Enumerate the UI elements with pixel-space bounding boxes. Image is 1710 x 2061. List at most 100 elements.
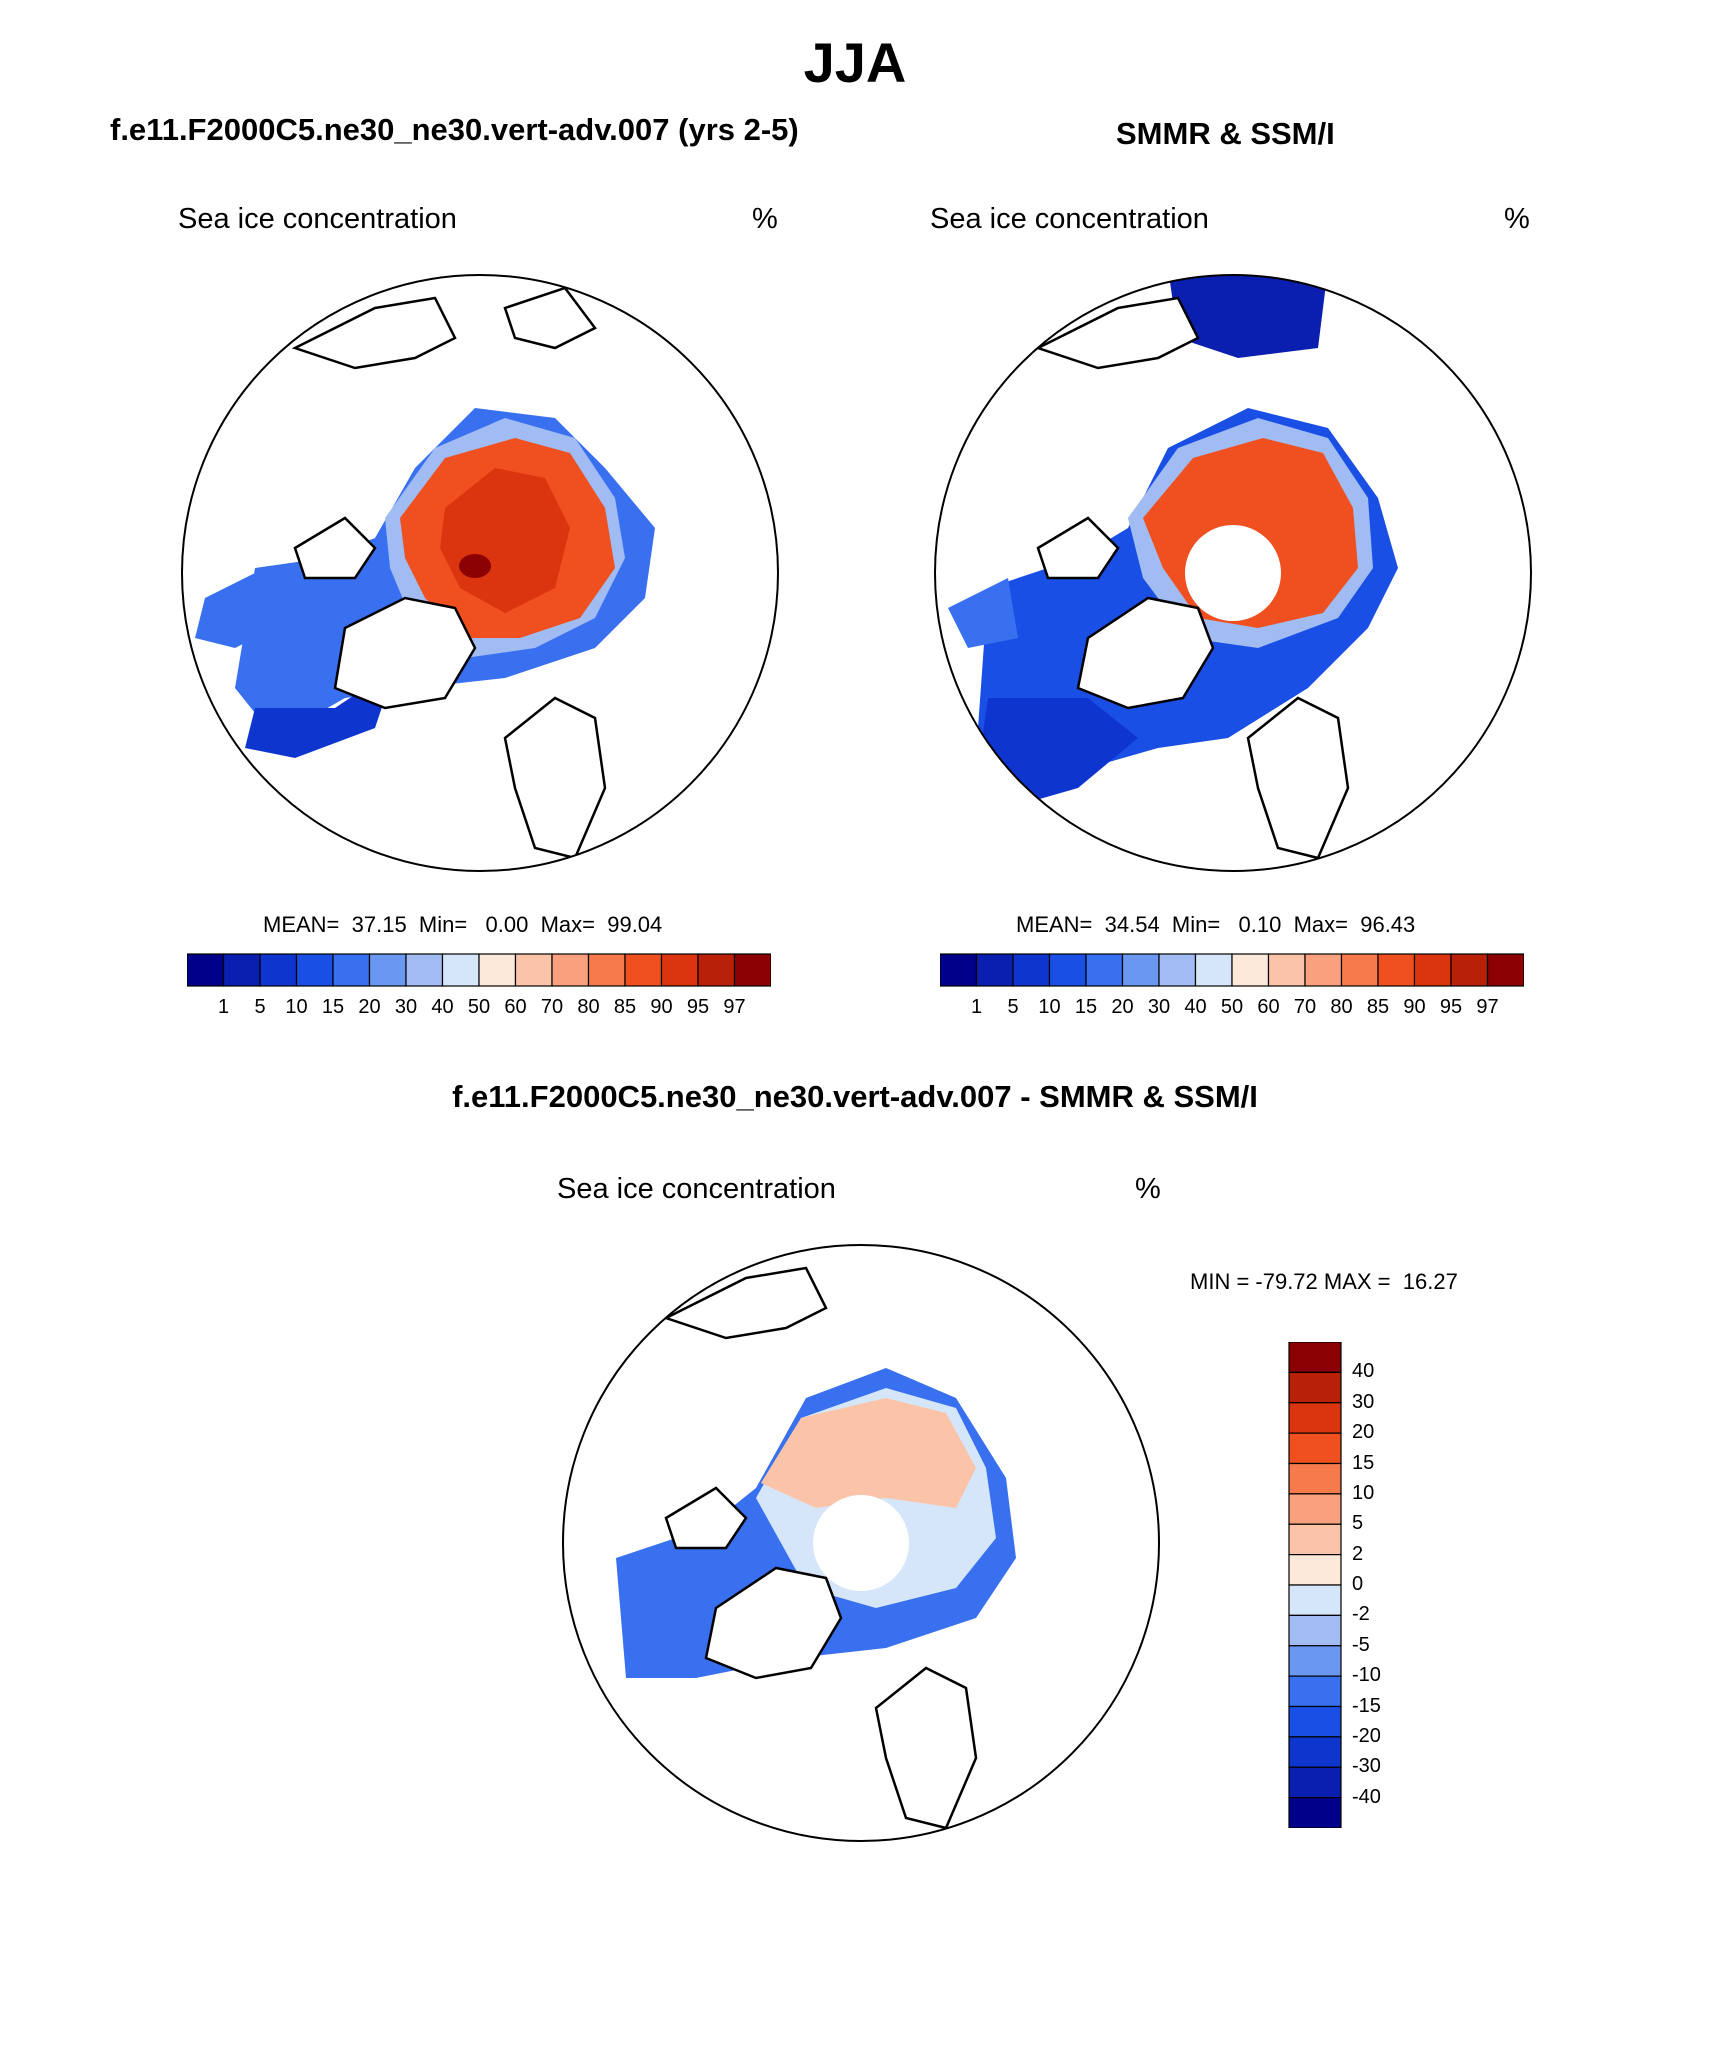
- colorbar-swatch: [1288, 1766, 1342, 1799]
- colorbar-tick-label: 30: [394, 996, 418, 1018]
- panel2-polar-map: [934, 274, 1532, 872]
- colorbar-tick-label: 40: [431, 996, 454, 1018]
- colorbar-swatch: [514, 953, 553, 987]
- colorbar-tick-label: -40: [1352, 1785, 1381, 1808]
- colorbar-swatch: [1048, 953, 1087, 987]
- colorbar-swatch: [1450, 953, 1489, 987]
- diff-contour-pos: [761, 1398, 976, 1508]
- colorbar-tick-label: 50: [1220, 996, 1244, 1018]
- colorbar-swatch: [368, 953, 407, 987]
- landmass-scandinavia: [1246, 696, 1350, 860]
- panel1-units: %: [752, 203, 778, 235]
- colorbar-swatch: [1377, 953, 1416, 987]
- colorbar-swatch: [259, 953, 298, 987]
- landmass-archipelago: [293, 516, 377, 580]
- landmass-archipelago: [1036, 516, 1120, 580]
- ice-contour-atlantic: [195, 568, 275, 648]
- ice-contour-pacific: [1168, 275, 1328, 358]
- colorbar-swatch: [1194, 953, 1233, 987]
- colorbar-swatch: [1304, 953, 1343, 987]
- colorbar-swatch: [1413, 953, 1452, 987]
- panel2-title: SMMR & SSM/I: [1116, 116, 1335, 151]
- panel3-colorbar-ticks: 40 30 20 15 10 5 2 0 -2 -5 -10 -15 -20 -30 -40: [1352, 1342, 1432, 1828]
- colorbar-tick-label: -15: [1352, 1694, 1381, 1717]
- colorbar-tick-label: 85: [613, 996, 637, 1018]
- panel1-variable: Sea ice concentration: [178, 203, 457, 235]
- colorbar-swatch: [660, 953, 699, 987]
- colorbar-swatch: [587, 953, 626, 987]
- colorbar-swatch: [295, 953, 334, 987]
- colorbar-tick-label: 40: [1184, 996, 1207, 1018]
- figure-title: JJA: [803, 31, 907, 94]
- panel1-title: f.e11.F2000C5.ne30_ne30.vert-adv.007 (yr…: [110, 112, 799, 147]
- colorbar-tick-label: 20: [1111, 996, 1134, 1018]
- colorbar-tick-label: 97: [1476, 996, 1499, 1018]
- colorbar-swatch: [405, 953, 444, 987]
- colorbar-swatch: [1340, 953, 1379, 987]
- panel3-variable: Sea ice concentration: [557, 1173, 836, 1205]
- colorbar-swatch: [1288, 1614, 1342, 1647]
- colorbar-swatch: [441, 953, 480, 987]
- colorbar-tick-label: 20: [1352, 1421, 1375, 1444]
- landmass-greenland: [1076, 596, 1215, 710]
- panel2-colorbar-ticks: 1 5 10 15 20 30 40 50 60 70 80 85 90 95 97: [940, 996, 1524, 1024]
- colorbar-tick-label: 20: [358, 996, 381, 1018]
- pole-hole: [1185, 525, 1281, 621]
- colorbar-swatch: [332, 953, 371, 987]
- colorbar-tick-label: 15: [321, 996, 345, 1018]
- colorbar-tick-label: 5: [1007, 996, 1019, 1018]
- landmass-greenland: [333, 596, 477, 710]
- colorbar-tick-label: 95: [686, 996, 710, 1018]
- panel2-units: %: [1504, 203, 1530, 235]
- colorbar-tick-label: -2: [1352, 1603, 1370, 1626]
- colorbar-tick-label: 70: [540, 996, 564, 1018]
- panel1-stats: MEAN= 37.15 Min= 0.00 Max= 99.04: [263, 912, 663, 937]
- colorbar-tick-label: 85: [1366, 996, 1390, 1018]
- colorbar-tick-label: 90: [650, 996, 673, 1018]
- colorbar-swatch: [975, 953, 1014, 987]
- colorbar-tick-label: 10: [285, 996, 308, 1018]
- panel2-variable: Sea ice concentration: [930, 203, 1209, 235]
- colorbar-tick-label: 40: [1352, 1360, 1375, 1383]
- ice-contour-atlantic: [948, 578, 1018, 648]
- panel3-title: f.e11.F2000C5.ne30_ne30.vert-adv.007 - S…: [452, 1079, 1258, 1114]
- colorbar-tick-label: 15: [1352, 1451, 1375, 1474]
- colorbar-tick-label: -20: [1352, 1724, 1381, 1747]
- landmass-siberia: [662, 1266, 828, 1340]
- colorbar-swatch: [1288, 1342, 1342, 1373]
- ice-contour-hudson: [245, 668, 395, 758]
- panel2-colorbar: [940, 953, 1524, 987]
- landmass-siberia: [291, 296, 457, 370]
- colorbar-swatch: [1288, 1736, 1342, 1768]
- colorbar-swatch: [1288, 1402, 1342, 1434]
- colorbar-tick-label: 5: [1352, 1512, 1364, 1535]
- panel2-stats: MEAN= 34.54 Min= 0.10 Max= 96.43: [1016, 912, 1416, 937]
- colorbar-swatch: [1486, 953, 1524, 987]
- colorbar-tick-label: 1: [217, 996, 230, 1018]
- panel1-colorbar-ticks: 1 5 10 15 20 30 40 50 60 70 80 85 90 95 97: [187, 996, 771, 1024]
- panel3-stats: MIN = -79.72 MAX = 16.27: [1190, 1269, 1458, 1294]
- colorbar-swatch: [1288, 1493, 1342, 1525]
- ice-core: [459, 554, 491, 578]
- colorbar-swatch: [624, 953, 663, 987]
- colorbar-swatch: [1288, 1645, 1342, 1677]
- landmass-scandinavia: [874, 1666, 978, 1830]
- panel3-colorbar: [1288, 1342, 1342, 1828]
- colorbar-swatch: [697, 953, 736, 987]
- colorbar-swatch: [222, 953, 261, 987]
- colorbar-tick-label: 80: [577, 996, 600, 1018]
- colorbar-tick-label: -10: [1352, 1664, 1381, 1687]
- colorbar-tick-label: 60: [1257, 996, 1280, 1018]
- colorbar-swatch: [187, 953, 225, 987]
- colorbar-swatch: [1158, 953, 1197, 987]
- colorbar-tick-label: 80: [1330, 996, 1353, 1018]
- colorbar-swatch: [478, 953, 517, 987]
- colorbar-tick-label: 70: [1293, 996, 1317, 1018]
- colorbar-swatch: [1121, 953, 1160, 987]
- panel3-polar-map: [562, 1244, 1160, 1842]
- colorbar-swatch: [1267, 953, 1306, 987]
- colorbar-swatch: [1288, 1432, 1342, 1465]
- colorbar-tick-label: 50: [467, 996, 491, 1018]
- panel1-colorbar: [187, 953, 771, 987]
- pole-hole: [813, 1495, 909, 1591]
